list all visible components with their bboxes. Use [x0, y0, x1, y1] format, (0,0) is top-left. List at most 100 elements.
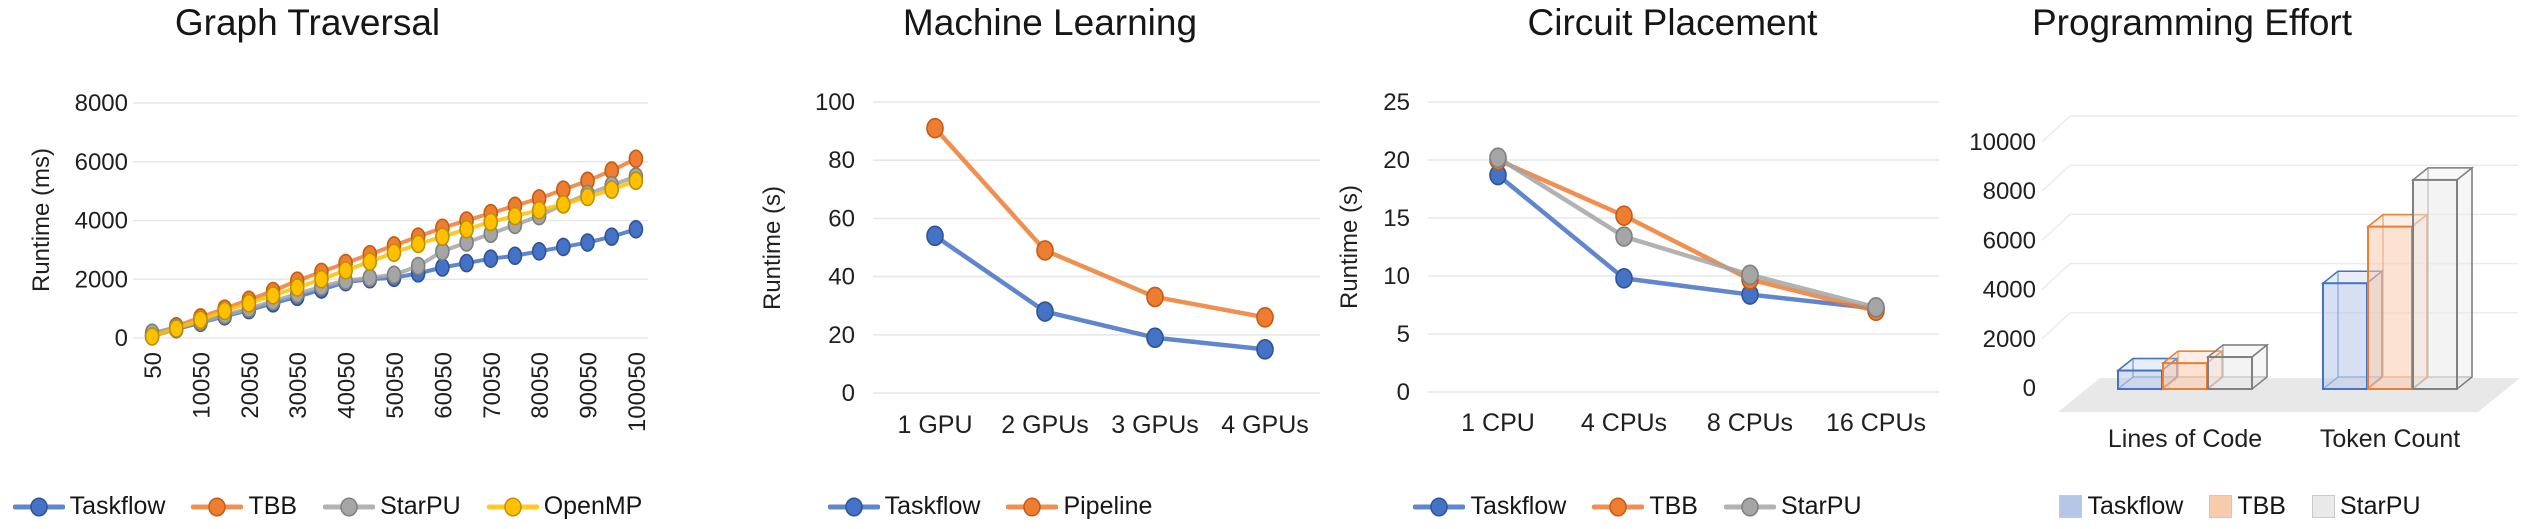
y-tick-label: 8000 [1983, 178, 2036, 205]
series-line-taskflow [1495, 172, 1879, 311]
legend-item-taskflow: Taskflow [1413, 492, 1566, 521]
y-tick-label: 8000 [75, 90, 128, 117]
line-marker-icon [1413, 496, 1466, 517]
x-tick-label: 10050 [188, 352, 215, 419]
legend-item-taskflow: Taskflow [2059, 492, 2183, 521]
chart-legend-circuit-placement: Taskflow TBB StarPU [1325, 492, 1950, 521]
legend-item-starpu: StarPU [1723, 492, 1862, 521]
legend-item-tbb: TBB [2209, 492, 2286, 521]
legend-label: Taskflow [2087, 492, 2184, 520]
gridline-depth [2041, 213, 2071, 241]
panel-machine-learning: Machine Learning 0 20 40 60 80 100 Runtime (s)… [655, 0, 1325, 529]
panel-circuit-placement: Circuit Placement 0 5 10 15 20 25 Runtime (s) 1… [1325, 0, 1950, 529]
data-point-openmp [580, 187, 595, 207]
data-point-openmp [531, 200, 547, 220]
x-tick-label: 20050 [237, 352, 264, 419]
line-marker-icon [12, 496, 65, 517]
data-point-openmp [628, 171, 644, 191]
legend-label: StarPU [1780, 492, 1862, 520]
y-tick-label: 6000 [75, 149, 128, 176]
legend-label: TBB [2237, 492, 2286, 520]
y-tick-label: 0 [1397, 379, 1410, 406]
bar-front-face [2412, 178, 2458, 390]
data-point-taskflow [1256, 339, 1274, 360]
data-point-openmp [193, 310, 208, 330]
y-tick-label: 25 [1383, 89, 1410, 116]
y-tick-label: 100 [815, 89, 855, 116]
y-tick-label: 0 [2023, 375, 2036, 402]
y-tick-label: 15 [1383, 205, 1410, 232]
bar-side-face [2456, 166, 2473, 391]
data-point-openmp [168, 319, 184, 338]
line-marker-icon [1723, 496, 1776, 517]
bar-front-face [2117, 369, 2163, 390]
legend-item-starpu: StarPU [2311, 492, 2421, 521]
y-tick-label: 20 [828, 322, 855, 349]
gridline-depth [2041, 263, 2071, 291]
legend-label: StarPU [2339, 492, 2421, 520]
y-axis-title: Runtime (ms) [28, 148, 55, 292]
legend-label: OpenMP [543, 492, 643, 520]
x-tick-label: 8 CPUs [1707, 409, 1793, 437]
chart-legend-programming-effort: Taskflow TBB StarPU [1950, 492, 2530, 521]
data-point-starpu [1489, 147, 1507, 168]
square-swatch-icon [2311, 495, 2335, 518]
y-tick-label: 4000 [1983, 277, 2036, 304]
line-marker-icon [191, 496, 244, 517]
x-tick-label: 80050 [527, 352, 554, 419]
gridline-depth [2041, 312, 2071, 340]
data-point-openmp [241, 294, 257, 313]
legend-label: Taskflow [69, 492, 166, 520]
line-marker-icon [827, 496, 880, 517]
x-tick-label: 30050 [285, 352, 312, 419]
chart-plot-programming-effort: 0 2000 4000 6000 8000 10000 Lines of Code Token… [1969, 115, 2520, 453]
data-point-tbb [628, 149, 644, 169]
data-point-tbb [1615, 205, 1633, 226]
data-point-taskflow [435, 258, 450, 277]
data-point-openmp [556, 195, 571, 214]
y-tick-label: 10 [1383, 263, 1410, 290]
x-tick-label: 2 GPUs [1001, 411, 1089, 439]
data-point-starpu [1615, 226, 1633, 247]
y-tick-label: 2000 [75, 266, 128, 293]
bar-front-face [2207, 356, 2253, 390]
legend-item-taskflow: Taskflow [12, 492, 166, 521]
gridline-depth [2041, 115, 2071, 143]
data-point-openmp [435, 227, 450, 246]
data-point-openmp [483, 212, 499, 232]
x-tick-label: Lines of Code [2108, 425, 2262, 453]
legend-label: StarPU [380, 492, 461, 520]
y-tick-label: 20 [1383, 147, 1410, 174]
line-marker-icon [1006, 496, 1059, 517]
bar-front-face [2322, 282, 2368, 390]
data-point-pipeline [1256, 307, 1274, 328]
x-tick-label: 50050 [382, 352, 409, 419]
y-tick-label: 40 [828, 264, 855, 291]
legend-item-starpu: StarPU [323, 492, 461, 521]
series-line-pipeline [932, 125, 1268, 320]
data-point-taskflow [507, 246, 523, 266]
y-tick-label: 0 [842, 380, 855, 407]
x-tick-label: 50 [140, 352, 167, 379]
data-point-openmp [507, 206, 523, 226]
y-axis-title: Runtime (s) [1336, 185, 1363, 309]
chart-plot-graph-traversal: 0 2000 4000 6000 8000 Runtime (ms) 50 10050 2005… [28, 90, 651, 432]
data-point-starpu [1741, 264, 1759, 286]
x-tick-label: 1 GPU [897, 411, 972, 439]
y-axis-title: Runtime (s) [759, 186, 786, 310]
x-tick-label: 100050 [624, 352, 651, 432]
data-point-taskflow [459, 253, 474, 273]
series-line-taskflow [932, 233, 1268, 352]
legend-item-openmp: OpenMP [486, 492, 643, 521]
data-point-openmp [144, 327, 160, 346]
chart-plot-circuit-placement: 0 5 10 15 20 25 Runtime (s) 1 CPU 4 CPUs 8 CPUs 16… [1336, 89, 1939, 437]
legend-item-tbb: TBB [1592, 492, 1698, 521]
line-marker-icon [486, 496, 539, 517]
data-point-starpu [410, 256, 426, 276]
x-tick-label: 90050 [576, 352, 603, 419]
data-point-openmp [217, 301, 232, 321]
x-tick-label: 40050 [334, 352, 361, 419]
series-line-tbb [1495, 157, 1879, 314]
legend-label: Taskflow [1470, 492, 1567, 520]
